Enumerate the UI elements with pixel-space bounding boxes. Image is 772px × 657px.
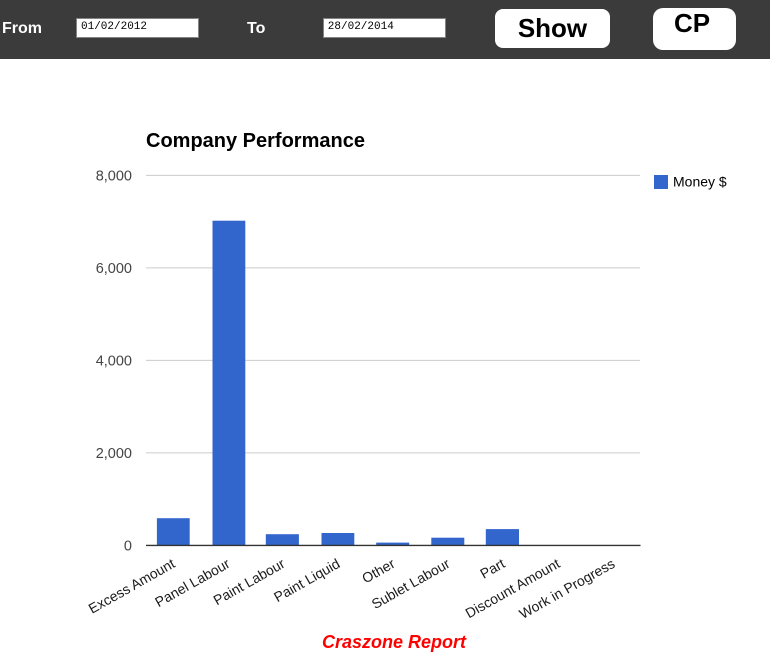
svg-text:2,000: 2,000 xyxy=(96,446,132,462)
svg-text:8,000: 8,000 xyxy=(96,168,132,184)
svg-text:Money $: Money $ xyxy=(673,174,727,190)
svg-text:Part: Part xyxy=(477,555,507,582)
svg-text:4,000: 4,000 xyxy=(96,353,132,369)
svg-text:Company Performance: Company Performance xyxy=(146,130,365,152)
svg-text:Discount Amount: Discount Amount xyxy=(462,555,562,621)
svg-text:6,000: 6,000 xyxy=(96,261,132,277)
svg-text:0: 0 xyxy=(124,538,132,554)
svg-text:Work in Progress: Work in Progress xyxy=(516,555,617,622)
svg-text:Other: Other xyxy=(359,555,398,586)
svg-text:Craszone Report: Craszone Report xyxy=(322,632,467,652)
